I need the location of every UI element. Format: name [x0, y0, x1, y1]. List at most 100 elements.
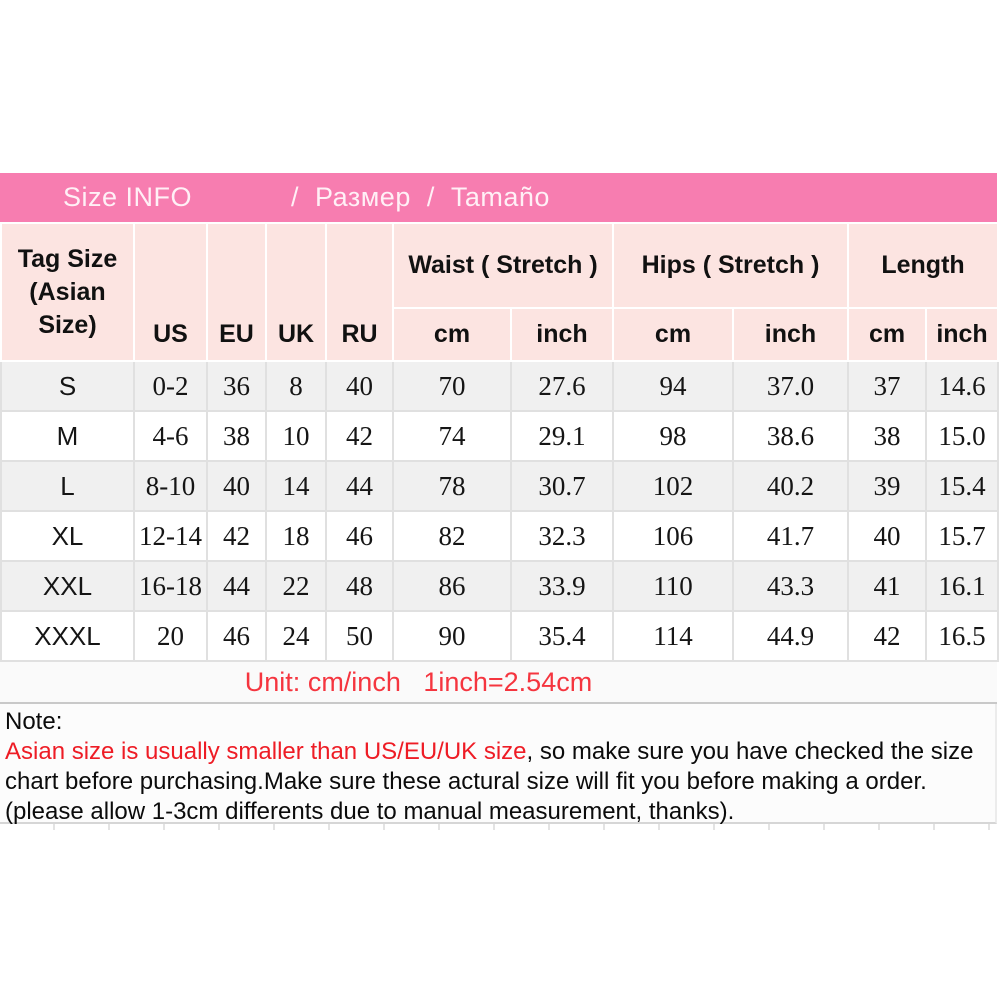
col-header-waist-cm: cm [392, 307, 512, 362]
size-value-cell: 38 [847, 410, 928, 462]
size-table: Tag Size (Asian Size) US EU UK RU Waist … [0, 222, 1000, 662]
size-value-cell: 16.5 [925, 610, 1000, 662]
size-value-cell: 33.9 [510, 560, 614, 612]
unit-note-row: Unit: cm/inch 1inch=2.54cm [0, 662, 997, 704]
note-black-text: , so make sure you have checked the size… [5, 738, 974, 825]
size-value-cell: 0-2 [133, 360, 208, 412]
size-value-cell: 43.3 [731, 560, 850, 612]
size-value-cell: 44 [206, 560, 267, 612]
size-value-cell: 4-6 [133, 410, 208, 462]
size-value-cell: 50 [325, 610, 394, 662]
size-value-cell: 16-18 [133, 560, 208, 612]
table-row: L 8-10 40 14 44 78 30.7 102 40.2 39 15.4 [0, 460, 1000, 512]
note-red-text: Asian size is usually smaller than US/EU… [5, 738, 527, 765]
size-value-cell: 74 [392, 410, 512, 462]
size-value-cell: 94 [612, 360, 734, 412]
size-table-body: S 0-2 36 8 40 70 27.6 94 37.0 37 14.6 M 4-6 38 10 42 74 2… [0, 360, 1000, 662]
unit-note-text: Unit: cm/inch 1inch=2.54cm [244, 666, 593, 697]
size-value-cell: 70 [392, 360, 512, 412]
size-value-cell: 40 [325, 360, 394, 412]
size-value-cell: 40 [847, 510, 928, 562]
size-value-cell: 15.4 [925, 460, 1000, 512]
size-label-cell: XL [0, 510, 135, 562]
col-header-hips: Hips ( Stretch ) [611, 222, 850, 309]
size-value-cell: 44.9 [731, 610, 850, 662]
table-row: S 0-2 36 8 40 70 27.6 94 37.0 37 14.6 [0, 360, 1000, 412]
size-value-cell: 82 [392, 510, 512, 562]
size-label-cell: XXL [0, 560, 135, 612]
header-row-units: cm inch cm inch cm inch [1, 307, 1000, 362]
size-value-cell: 8-10 [133, 460, 208, 512]
table-row: XL 12-14 42 18 46 82 32.3 106 41.7 40 15.7 [0, 510, 1000, 562]
size-value-cell: 46 [206, 610, 267, 662]
size-value-cell: 22 [265, 560, 327, 612]
size-value-cell: 40.2 [731, 460, 850, 512]
col-header-hips-cm: cm [612, 307, 734, 362]
col-header-uk: UK [265, 222, 327, 362]
size-value-cell: 42 [325, 410, 394, 462]
col-header-tag-size: Tag Size (Asian Size) [0, 222, 135, 362]
size-value-cell: 35.4 [510, 610, 614, 662]
col-header-ru: RU [325, 222, 394, 362]
size-value-cell: 42 [847, 610, 928, 662]
title-translations: / Размер / Tamaño [291, 182, 550, 212]
size-value-cell: 42 [206, 510, 267, 562]
size-value-cell: 15.7 [925, 510, 1000, 562]
size-value-cell: 15.0 [925, 410, 1000, 462]
col-header-length: Length [847, 222, 1000, 309]
col-header-waist-inch: inch [510, 307, 614, 362]
size-value-cell: 37.0 [731, 360, 850, 412]
size-value-cell: 29.1 [510, 410, 614, 462]
col-header-length-cm: cm [847, 307, 928, 362]
size-value-cell: 110 [612, 560, 734, 612]
col-header-eu: EU [206, 222, 267, 362]
size-value-cell: 98 [612, 410, 734, 462]
size-value-cell: 114 [612, 610, 734, 662]
size-label-cell: L [0, 460, 135, 512]
size-value-cell: 38 [206, 410, 267, 462]
size-value-cell: 90 [392, 610, 512, 662]
col-header-hips-inch: inch [731, 307, 850, 362]
size-value-cell: 14.6 [925, 360, 1000, 412]
size-value-cell: 44 [325, 460, 394, 512]
size-value-cell: 86 [392, 560, 512, 612]
header-row-top: Tag Size (Asian Size) US EU UK RU Waist … [0, 222, 1000, 362]
size-value-cell: 41 [847, 560, 928, 612]
size-value-cell: 48 [325, 560, 394, 612]
size-value-cell: 37 [847, 360, 928, 412]
size-value-cell: 30.7 [510, 460, 614, 512]
size-value-cell: 12-14 [133, 510, 208, 562]
size-table-header: Tag Size (Asian Size) US EU UK RU Waist … [0, 222, 1000, 362]
size-value-cell: 46 [325, 510, 394, 562]
size-label-cell: XXXL [0, 610, 135, 662]
title-bar: Size INFO / Размер / Tamaño [0, 173, 997, 222]
size-value-cell: 8 [265, 360, 327, 412]
size-value-cell: 39 [847, 460, 928, 512]
size-value-cell: 106 [612, 510, 734, 562]
size-value-cell: 27.6 [510, 360, 614, 412]
cropped-next-table-edge [0, 824, 997, 830]
size-value-cell: 40 [206, 460, 267, 512]
col-header-us: US [133, 222, 208, 362]
size-value-cell: 32.3 [510, 510, 614, 562]
note-label: Note: [5, 708, 63, 735]
size-value-cell: 16.1 [925, 560, 1000, 612]
size-value-cell: 10 [265, 410, 327, 462]
size-label-cell: S [0, 360, 135, 412]
note-block: Note: Asian size is usually smaller than… [0, 704, 997, 827]
table-row: XXL 16-18 44 22 48 86 33.9 110 43.3 41 16.1 [0, 560, 1000, 612]
size-value-cell: 18 [265, 510, 327, 562]
table-row: M 4-6 38 10 42 74 29.1 98 38.6 38 15.0 [0, 410, 1000, 462]
size-value-cell: 102 [612, 460, 734, 512]
col-header-length-inch: inch [925, 307, 1000, 362]
note-paragraph: Asian size is usually smaller than US/EU… [5, 737, 989, 827]
size-value-cell: 38.6 [731, 410, 850, 462]
size-label-cell: M [0, 410, 135, 462]
size-value-cell: 78 [392, 460, 512, 512]
size-value-cell: 36 [206, 360, 267, 412]
size-value-cell: 20 [133, 610, 208, 662]
size-value-cell: 14 [265, 460, 327, 512]
size-value-cell: 41.7 [731, 510, 850, 562]
table-row: XXXL 20 46 24 50 90 35.4 114 44.9 42 16.5 [0, 610, 1000, 662]
